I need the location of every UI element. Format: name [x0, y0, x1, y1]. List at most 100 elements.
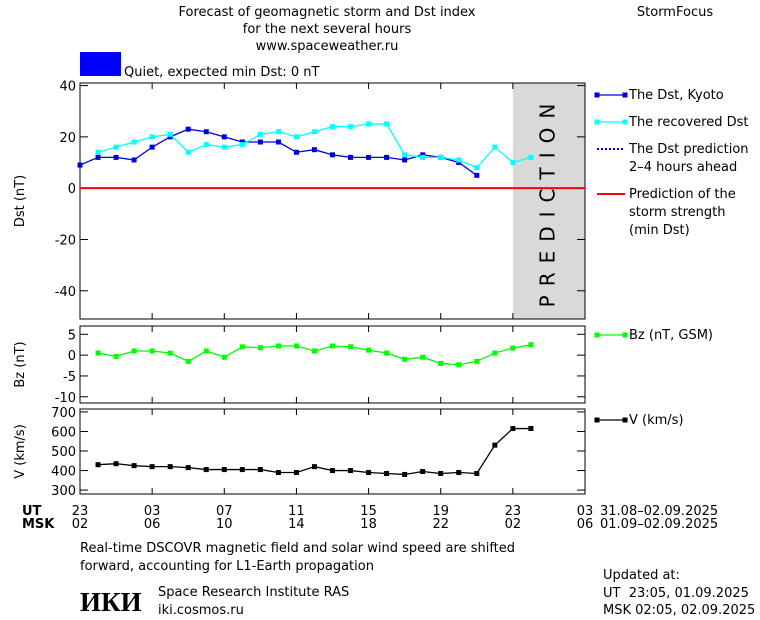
point [257, 345, 263, 351]
point [438, 360, 444, 366]
ut-range: 31.08–02.09.2025 [600, 504, 718, 519]
x-tick-label: 03 [144, 504, 161, 519]
x-tick-label: 23 [72, 504, 89, 519]
prediction-region [512, 83, 585, 319]
point [348, 468, 354, 474]
point [456, 362, 462, 368]
point [185, 465, 191, 471]
point [113, 154, 119, 160]
point [221, 144, 227, 150]
point [77, 162, 83, 168]
point [510, 160, 516, 166]
point [149, 348, 155, 354]
point [330, 124, 335, 130]
legend-label: Prediction of the [629, 187, 736, 202]
x-tick-label: 03 [577, 504, 594, 519]
point [311, 129, 317, 135]
legend-label: The Dst prediction [628, 142, 749, 157]
point [275, 343, 281, 349]
point [528, 342, 534, 348]
point [384, 154, 390, 160]
point [275, 129, 281, 135]
point [167, 464, 173, 470]
point [239, 142, 245, 148]
note-line: forward, accounting for L1-Earth propaga… [80, 559, 374, 574]
point [420, 354, 426, 360]
point [167, 134, 173, 140]
point [420, 152, 426, 158]
point [474, 172, 480, 178]
point [492, 144, 498, 150]
panel-frame [79, 325, 586, 404]
point [311, 464, 317, 470]
point [348, 154, 354, 160]
site: iki.cosmos.ru [158, 603, 244, 618]
point [366, 470, 372, 476]
point [221, 134, 227, 140]
point [311, 348, 317, 354]
point [95, 462, 101, 468]
point [203, 467, 209, 473]
point [474, 358, 480, 364]
point [510, 345, 516, 351]
point [221, 354, 227, 360]
institute: Space Research Institute RAS [158, 585, 349, 600]
point [293, 470, 299, 476]
point [330, 343, 335, 349]
point [203, 142, 209, 148]
y-axis-label: Bz (nT) [13, 341, 28, 387]
y-tick-label: 0 [68, 182, 76, 197]
point [366, 154, 372, 160]
title-line: Forecast of geomagnetic storm and Dst in… [178, 5, 475, 20]
legend-label: (min Dst) [629, 223, 690, 238]
logo: ИКИ [80, 587, 142, 617]
point [257, 131, 263, 137]
point [402, 157, 408, 163]
point [492, 442, 498, 448]
point [131, 157, 137, 163]
point [221, 467, 227, 473]
x-tick-label-msk: 14 [288, 517, 305, 532]
ut-label: UT [22, 504, 42, 519]
y-tick-label: 700 [51, 406, 76, 421]
x-tick-label: 11 [288, 504, 305, 519]
point [311, 147, 317, 153]
y-tick-label: 5 [68, 328, 76, 343]
msk-label: MSK [22, 517, 55, 532]
point [366, 347, 372, 353]
point [275, 139, 281, 145]
prediction-label: PREDICTION [535, 95, 559, 308]
point [131, 348, 137, 354]
y-axis-label: Dst (nT) [13, 175, 28, 227]
point [330, 468, 335, 474]
point [239, 344, 245, 350]
point [257, 467, 263, 473]
point [239, 467, 245, 473]
x-tick-label: 15 [360, 504, 377, 519]
y-axis-label: V (km/s) [13, 424, 28, 479]
point [257, 139, 263, 145]
x-tick-label-msk: 02 [72, 517, 89, 532]
point [131, 463, 137, 469]
point [474, 470, 480, 476]
point [203, 348, 209, 354]
y-tick-label: 300 [51, 484, 76, 499]
point [402, 356, 408, 362]
point [510, 426, 516, 432]
x-tick-label-msk: 18 [360, 517, 377, 532]
panel-frame [79, 82, 586, 320]
point [384, 470, 390, 476]
y-tick-label: -10 [55, 391, 76, 406]
point [348, 344, 354, 350]
legend-marker [594, 332, 600, 338]
y-tick-label: 40 [59, 80, 76, 95]
point [95, 154, 101, 160]
title-line: www.spaceweather.ru [256, 39, 399, 54]
y-tick-label: -20 [55, 233, 76, 248]
status-text: Quiet, expected min Dst: 0 nT [124, 65, 319, 80]
title-line: for the next several hours [243, 22, 412, 37]
legend-marker [594, 417, 600, 423]
y-tick-label: 20 [59, 131, 76, 146]
point [113, 461, 119, 467]
